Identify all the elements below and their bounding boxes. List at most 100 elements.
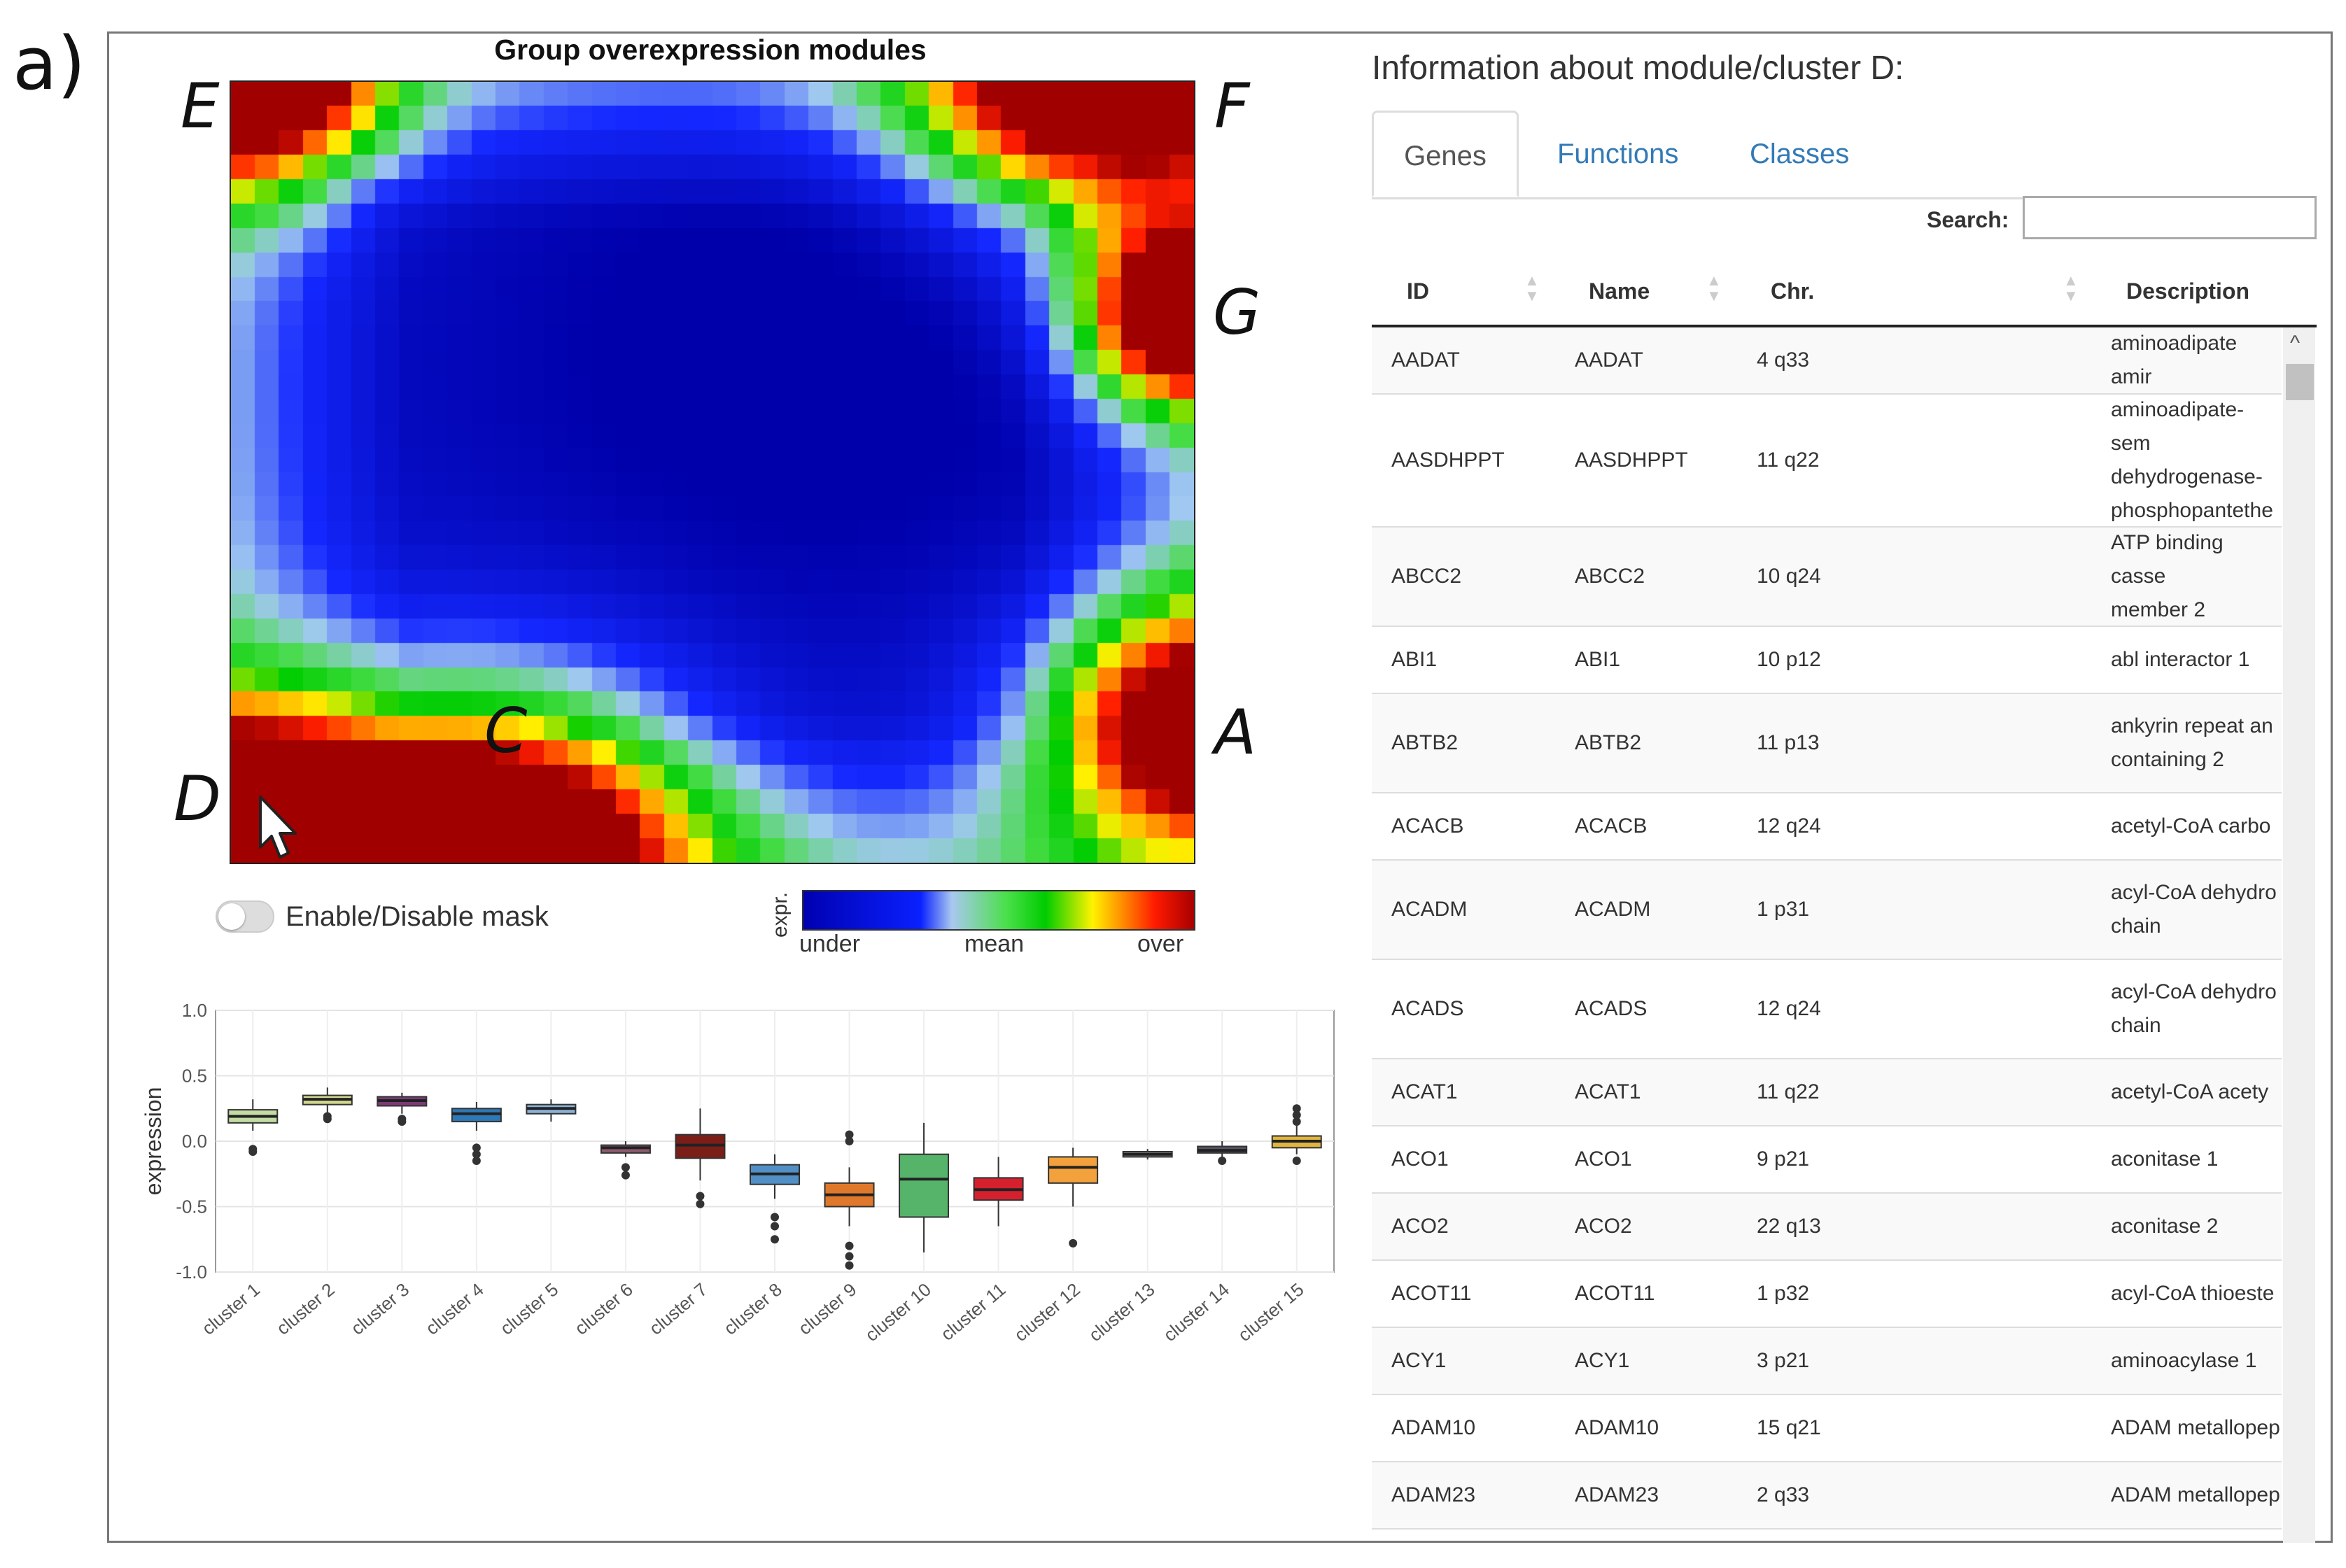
table-header: ID ▲ ▼ Name ▲ ▼ Chr. ▲ ▼ Description <box>1372 260 2317 327</box>
corner-label-g: G <box>1213 276 1261 348</box>
table-scrollbar[interactable] <box>2283 327 2315 1543</box>
gene-name-cell: AASDHPPT <box>1575 448 1688 472</box>
description-cell: acyl-CoA dehydro chain <box>2111 881 2277 938</box>
gene-id-cell: AASDHPPT <box>1391 448 1505 472</box>
box-outlier <box>845 1252 854 1261</box>
table-row[interactable]: ABTB2 ABTB2 11 p13 ankyrin repeat an contai… <box>1372 694 2282 793</box>
chromosome-cell: 3 p21 <box>1757 1349 1810 1372</box>
gene-name-cell: ABI1 <box>1575 648 1621 671</box>
y-tick-label: 0.0 <box>182 1131 207 1152</box>
box-outlier <box>1292 1157 1301 1166</box>
table-row[interactable]: ACY1 ACY1 3 p21 aminoacylase 1 <box>1372 1328 2282 1395</box>
box-outlier <box>771 1235 779 1244</box>
table-row[interactable]: ACACB ACACB 12 q24 acetyl-CoA carbo <box>1372 793 2282 861</box>
x-tick-label: cluster 4 <box>421 1279 488 1339</box>
table-row[interactable]: AASDHPPT AASDHPPT 11 q22 aminoadipate-sem d… <box>1372 395 2282 528</box>
scroll-up-icon[interactable]: ^ <box>2290 332 2301 355</box>
chromosome-cell: 4 q33 <box>1757 348 1810 372</box>
x-tick-label: cluster 13 <box>1085 1279 1159 1345</box>
y-tick-label: -1.0 <box>176 1262 207 1283</box>
box-outlier <box>771 1222 779 1231</box>
description-cell: acyl-CoA thioeste <box>2111 1282 2275 1305</box>
chromosome-cell: 11 q22 <box>1757 448 1820 472</box>
som-heatmap[interactable] <box>230 80 1195 864</box>
column-header-chr[interactable]: Chr. <box>1771 278 1815 304</box>
table-row[interactable]: ACO1 ACO1 9 p21 aconitase 1 <box>1372 1126 2282 1194</box>
table-row[interactable]: ABI1 ABI1 10 p12 abl interactor 1 <box>1372 627 2282 694</box>
x-tick-label: cluster 12 <box>1010 1279 1084 1345</box>
chromosome-cell: 22 q13 <box>1757 1215 1821 1238</box>
gene-id-cell: ADAM10 <box>1391 1416 1476 1439</box>
gene-id-cell: ACADS <box>1391 997 1464 1020</box>
chromosome-cell: 2 q33 <box>1757 1483 1810 1506</box>
description-cell: ATP binding casse member 2 <box>2111 531 2224 621</box>
chromosome-cell: 9 p21 <box>1757 1147 1810 1171</box>
box-outlier <box>472 1143 481 1152</box>
color-key-mid: mean <box>964 931 1025 957</box>
sort-icon[interactable]: ▲ ▼ <box>1524 271 1540 304</box>
gene-name-cell: ACO2 <box>1575 1215 1632 1238</box>
chromosome-cell: 1 p31 <box>1757 898 1810 921</box>
description-cell: acyl-CoA dehydro chain <box>2111 980 2277 1037</box>
column-header-name[interactable]: Name <box>1589 278 1650 304</box>
search-input[interactable] <box>2023 196 2317 239</box>
description-cell: aconitase 2 <box>2111 1215 2219 1238</box>
table-row[interactable]: ACOT11 ACOT11 1 p32 acyl-CoA thioeste <box>1372 1261 2282 1328</box>
color-key-low: under <box>799 931 860 957</box>
x-tick-label: cluster 10 <box>861 1279 935 1345</box>
x-tick-label: cluster 8 <box>719 1279 786 1339</box>
corner-label-a: A <box>1214 696 1257 768</box>
corner-label-e: E <box>181 70 220 142</box>
description-cell: aminoadipate-sem dehydrogenase- phosphop… <box>2111 398 2273 522</box>
x-tick-label: cluster 2 <box>272 1279 339 1339</box>
gene-name-cell: AADAT <box>1575 348 1643 372</box>
box-outlier <box>845 1137 854 1145</box>
x-tick-label: cluster 11 <box>936 1279 1009 1345</box>
y-axis-label: expression <box>141 1087 166 1196</box>
chromosome-cell: 12 q24 <box>1757 997 1821 1020</box>
toggle-knob <box>218 903 245 930</box>
table-row[interactable]: ACAT1 ACAT1 11 q22 acetyl-CoA acety <box>1372 1059 2282 1126</box>
gene-name-cell: ACO1 <box>1575 1147 1632 1171</box>
table-row[interactable]: ADAM23 ADAM23 2 q33 ADAM metallopep <box>1372 1462 2282 1530</box>
mask-toggle[interactable] <box>216 900 274 933</box>
mouse-cursor-icon <box>259 796 297 859</box>
column-header-description[interactable]: Description <box>2126 278 2250 304</box>
y-tick-label: -0.5 <box>176 1196 207 1217</box>
box-outlier <box>323 1115 332 1124</box>
table-row[interactable]: AADAT AADAT 4 q33 aminoadipate amir <box>1372 327 2282 395</box>
sort-icon[interactable]: ▲ ▼ <box>1706 271 1722 304</box>
sort-icon[interactable]: ▲ ▼ <box>2063 271 2079 304</box>
box-outlier <box>621 1171 630 1180</box>
scrollbar-thumb[interactable] <box>2286 364 2314 400</box>
tab-classes[interactable]: Classes <box>1750 139 1850 169</box>
x-tick-label: cluster 1 <box>198 1279 265 1339</box>
chromosome-cell: 10 p12 <box>1757 648 1821 671</box>
gene-name-cell: ACADS <box>1575 997 1648 1020</box>
description-cell: ankyrin repeat an containing 2 <box>2111 714 2273 771</box>
mask-toggle-label: Enable/Disable mask <box>286 901 549 932</box>
box-outlier <box>845 1130 854 1139</box>
box-outlier <box>696 1192 705 1201</box>
table-row[interactable]: ACO2 ACO2 22 q13 aconitase 2 <box>1372 1194 2282 1261</box>
color-key-title: expr. <box>768 891 792 938</box>
chromosome-cell: 11 p13 <box>1757 731 1820 754</box>
gene-name-cell: ACOT11 <box>1575 1282 1655 1305</box>
tab-functions[interactable]: Functions <box>1557 139 1679 169</box>
chromosome-cell: 15 q21 <box>1757 1416 1821 1439</box>
tab-genes[interactable]: Genes <box>1372 111 1519 197</box>
table-row[interactable]: ABCC2 ABCC2 10 q24 ATP binding casse member… <box>1372 528 2282 627</box>
box-outlier <box>1292 1110 1301 1120</box>
table-row[interactable]: ACADM ACADM 1 p31 acyl-CoA dehydro chain <box>1372 861 2282 960</box>
gene-id-cell: ACAT1 <box>1391 1080 1458 1103</box>
gene-id-cell: ACO1 <box>1391 1147 1449 1171</box>
column-header-id[interactable]: ID <box>1407 278 1429 304</box>
gene-id-cell: ABI1 <box>1391 648 1438 671</box>
box-outlier <box>845 1261 854 1270</box>
table-row[interactable]: ACADS ACADS 12 q24 acyl-CoA dehydro chain <box>1372 960 2282 1059</box>
color-key-bar <box>802 890 1195 931</box>
table-row[interactable]: ADAM10 ADAM10 15 q21 ADAM metallopep <box>1372 1395 2282 1462</box>
box-outlier <box>472 1150 481 1159</box>
x-tick-label: cluster 15 <box>1234 1279 1308 1345</box>
x-tick-label: cluster 9 <box>794 1279 861 1339</box>
